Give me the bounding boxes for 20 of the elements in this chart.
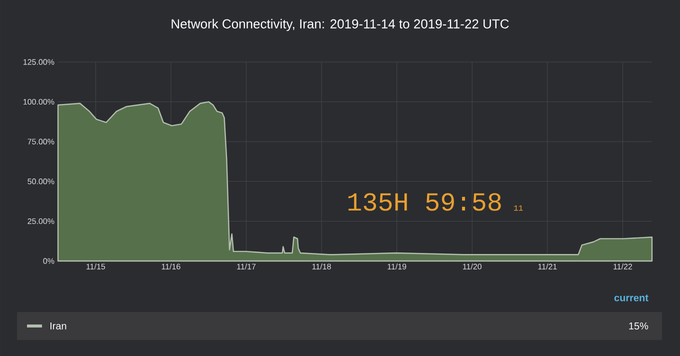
annotation: 135H 59:58 [348, 193, 501, 211]
y-tick-label: 0% [43, 258, 54, 264]
x-tick-label: 11/19 [388, 264, 406, 270]
x-tick-label: 11/17 [237, 264, 256, 270]
y-tick-label: 100.00% [24, 98, 54, 105]
chart-title: Network Connectivity, Iran: 2019-11-14 to 2019-11-22 UTC [172, 18, 509, 32]
x-tick-label: 11/18 [312, 264, 331, 270]
annotation: 11 [514, 205, 523, 211]
legend-label: Iran [50, 322, 66, 330]
text: 15% [629, 322, 648, 330]
x-tick-label: 11/22 [614, 264, 632, 270]
y-tick-label: 125.00% [24, 59, 54, 65]
x-tick-label: 11/16 [162, 264, 180, 270]
x-tick-label: 11/15 [86, 264, 106, 270]
legend-title: current [614, 294, 648, 302]
y-tick-label: 50.00% [28, 178, 54, 184]
x-tick-label: 11/21 [538, 264, 557, 270]
x-tick-label: 11/20 [463, 264, 482, 270]
y-tick-label: 75.00% [28, 138, 54, 144]
y-tick-label: 25.00% [28, 218, 54, 224]
